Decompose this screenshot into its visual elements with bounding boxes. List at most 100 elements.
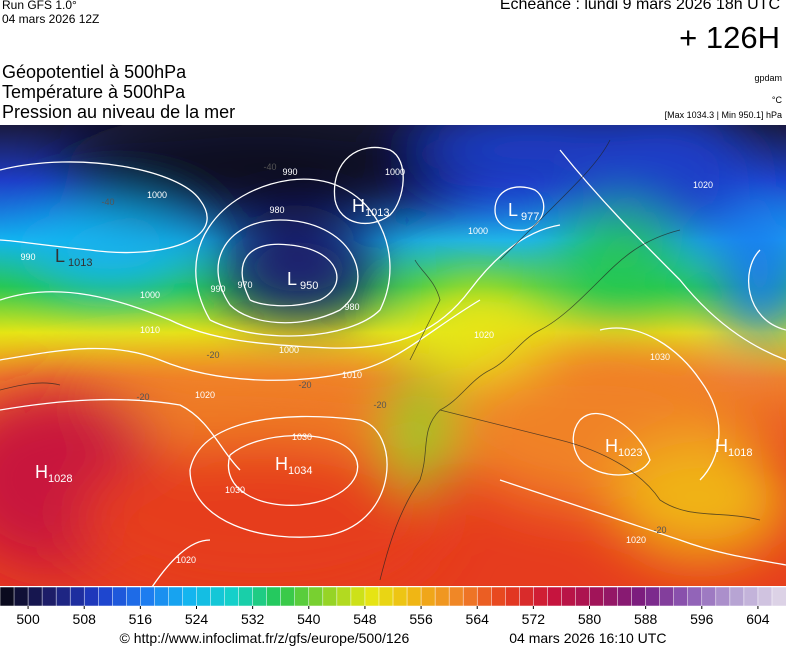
colorbar-swatch — [126, 586, 141, 607]
coastlines — [0, 139, 761, 581]
isobar-label: 1000 — [147, 190, 167, 200]
colorbar-label: 572 — [522, 611, 546, 627]
isobar-label: 1010 — [342, 370, 362, 380]
center-letter: L — [287, 269, 297, 289]
colorbar-swatch — [238, 586, 254, 607]
center-letter: L — [55, 246, 65, 266]
unit-label: °C — [771, 95, 782, 105]
center-letter: H — [275, 454, 288, 474]
colorbar-swatch — [631, 586, 647, 607]
colorbar-swatch — [729, 586, 745, 607]
isobar-label: 1020 — [474, 330, 494, 340]
colorbar-swatch — [701, 586, 717, 607]
colorbar-swatch — [575, 586, 591, 607]
temperature-label: -40 — [101, 197, 114, 207]
colorbar-label: 508 — [73, 611, 97, 627]
temperature-label: -20 — [373, 400, 386, 410]
temperature-label: -40 — [263, 162, 276, 172]
colorbar-swatch — [224, 586, 240, 607]
isobar-label: 1030 — [650, 352, 670, 362]
center-letter: H — [715, 436, 728, 456]
colorbar-swatch — [659, 586, 675, 607]
forecast-time: Echéance : lundi 9 mars 2026 18h UTC — [499, 0, 780, 13]
temperature-label: -20 — [298, 380, 311, 390]
isobar-label: 1020 — [626, 535, 646, 545]
colorbar-swatch — [0, 586, 15, 607]
center-value: 1034 — [288, 465, 312, 477]
colorbar-swatch — [350, 586, 366, 607]
unit-label: gpdam — [754, 73, 782, 83]
colorbar-swatch — [434, 586, 450, 607]
temperature-label: -20 — [653, 525, 666, 535]
temperature-label: -20 — [136, 392, 149, 402]
colorbar-label: 588 — [634, 611, 658, 627]
colorbar-swatch — [771, 586, 786, 607]
colorbar-swatch — [617, 586, 633, 607]
colorbar-swatch — [757, 586, 773, 607]
colorbar-swatch — [13, 586, 29, 607]
colorbar-swatch — [743, 586, 759, 607]
colorbar-label: 548 — [353, 611, 377, 627]
colorbar-label: 556 — [409, 611, 433, 627]
isobar-label: 990 — [20, 252, 35, 262]
colorbar-swatch — [645, 586, 661, 607]
center-letter: H — [605, 436, 618, 456]
colorbar-swatch — [462, 586, 478, 607]
colorbar-swatch — [55, 586, 71, 607]
colorbar-swatch — [322, 586, 338, 607]
lead-time: + 126H — [679, 20, 780, 55]
title: Température à 500hPa — [2, 82, 186, 102]
title: Géopotentiel à 500hPa — [2, 62, 187, 82]
run-label: Run GFS 1.0° — [2, 0, 77, 12]
colorbar-swatch — [406, 586, 422, 607]
colorbar-label: 540 — [297, 611, 321, 627]
isobar-label: 980 — [344, 302, 359, 312]
colorbar-swatch — [266, 586, 282, 607]
colorbar-label: 516 — [129, 611, 153, 627]
colorbar-swatch — [98, 586, 113, 607]
source: © http://www.infoclimat.fr/z/gfs/europe/… — [119, 630, 410, 646]
colorbar-swatch — [69, 586, 85, 607]
colorbar-swatch — [561, 586, 577, 607]
colorbar-label: 564 — [466, 611, 490, 627]
isobar-label: 1000 — [279, 345, 299, 355]
colorbar-label: 604 — [746, 611, 770, 627]
colorbar-swatch — [140, 586, 155, 607]
isobar-label: 990 — [282, 167, 297, 177]
center-value: 1023 — [618, 447, 642, 459]
colorbar-label: 500 — [16, 611, 40, 627]
field — [0, 125, 786, 586]
center-letter: L — [508, 200, 518, 220]
colorbar-swatch — [448, 586, 464, 607]
isobar-label: 980 — [269, 205, 284, 215]
isobar-label: 1000 — [385, 167, 405, 177]
colorbar-swatch — [378, 586, 394, 607]
colorbar-label: 596 — [690, 611, 714, 627]
isobar-label: 1030 — [292, 432, 312, 442]
isobars — [0, 146, 786, 586]
colorbar-swatch — [83, 586, 99, 607]
colorbar-swatch — [112, 586, 127, 607]
colorbar-label: 524 — [185, 611, 209, 627]
center-value: 1013 — [365, 207, 389, 219]
colorbar-swatch — [41, 586, 57, 607]
colorbar-swatch — [392, 586, 408, 607]
colorbar-swatch — [547, 586, 562, 607]
isobar-label: 1020 — [195, 390, 215, 400]
isobar-label: 1020 — [176, 555, 196, 565]
center-value: 1013 — [68, 257, 92, 269]
isobar-label: 1020 — [693, 180, 713, 190]
colorbar-swatch — [476, 586, 492, 607]
isobar-label: 1030 — [225, 485, 245, 495]
colorbar-swatch — [687, 586, 703, 607]
colorbar-label: 580 — [578, 611, 602, 627]
colorbar-swatch — [196, 586, 212, 607]
isobar-label: 990 — [210, 284, 225, 294]
colorbar-swatch — [210, 586, 226, 607]
colorbar-swatch — [308, 586, 324, 607]
colorbar-swatch — [154, 586, 169, 607]
footer: © http://www.infoclimat.fr/z/gfs/europe/… — [0, 630, 786, 646]
colorbar-swatch — [589, 586, 605, 607]
colorbar-swatch — [280, 586, 296, 607]
